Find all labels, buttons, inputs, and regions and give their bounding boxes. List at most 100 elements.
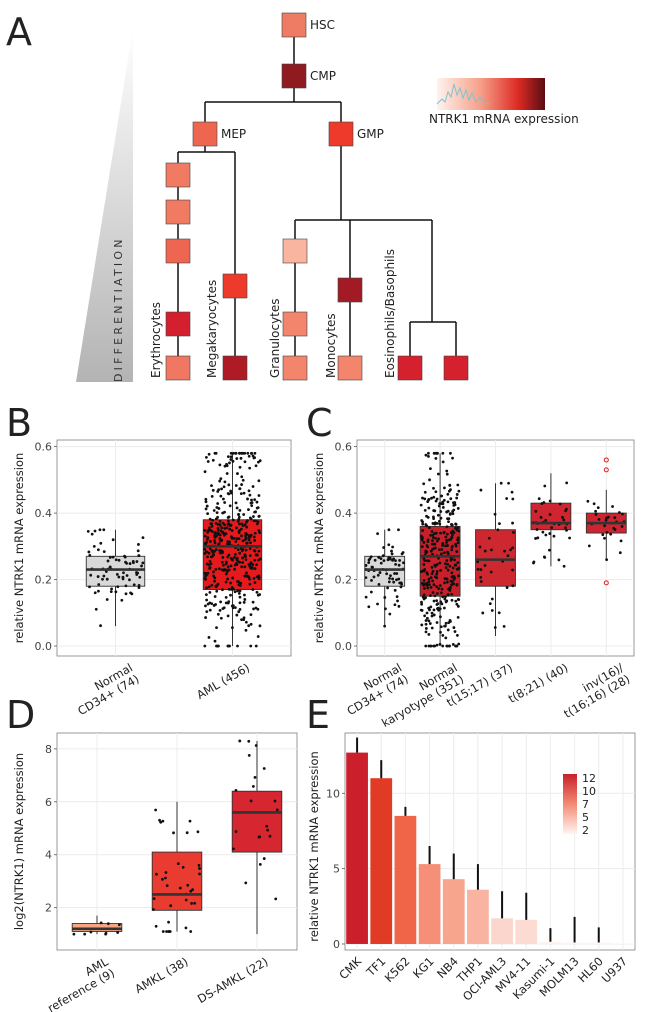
data-point <box>229 523 233 527</box>
data-point <box>229 489 233 493</box>
data-point <box>249 533 253 537</box>
data-point <box>450 533 454 537</box>
data-point <box>388 577 391 580</box>
data-point <box>422 563 426 566</box>
data-point <box>243 593 246 597</box>
data-point <box>456 538 460 541</box>
data-point <box>423 614 427 618</box>
data-point <box>507 481 510 485</box>
data-point <box>255 506 259 510</box>
data-point <box>111 538 115 542</box>
data-point <box>450 571 454 575</box>
data-point <box>220 487 223 491</box>
data-point <box>440 548 444 551</box>
x-tick-label: U937 <box>599 954 630 985</box>
data-point <box>377 583 381 586</box>
data-point <box>229 451 233 455</box>
chart-b: 0.0 0.2 0.4 0.6 relative NTRK1 mRNA expressi… <box>12 439 292 718</box>
tree-node-label: MEP <box>221 127 246 141</box>
data-point <box>249 622 253 626</box>
data-point <box>367 561 371 565</box>
data-point <box>137 554 141 558</box>
data-point <box>93 591 97 595</box>
data-point <box>97 589 100 593</box>
data-point <box>227 568 231 572</box>
tree-node-cell-4 <box>165 162 191 188</box>
data-point <box>212 509 216 512</box>
data-point <box>445 580 449 584</box>
data-point <box>219 477 223 481</box>
bar <box>587 942 610 944</box>
data-point <box>152 897 156 901</box>
data-point <box>94 607 98 611</box>
data-point <box>432 536 435 540</box>
panel-letter-a: A <box>6 10 32 54</box>
data-point <box>493 626 497 629</box>
data-point <box>251 485 255 488</box>
data-point <box>206 538 209 541</box>
data-point <box>561 515 564 519</box>
data-point <box>243 598 247 601</box>
data-point <box>370 578 373 582</box>
data-point <box>496 528 500 532</box>
data-point <box>245 525 249 529</box>
data-point <box>232 536 236 540</box>
x-tick-label-line: t(8;21) (40) <box>506 660 571 705</box>
data-point <box>246 451 250 455</box>
data-point <box>244 532 248 535</box>
data-point <box>234 501 238 505</box>
box <box>231 790 283 853</box>
data-point <box>249 566 253 570</box>
data-point <box>218 537 222 540</box>
data-point <box>196 830 200 834</box>
data-point <box>128 578 131 582</box>
data-point <box>548 513 552 516</box>
data-point <box>483 564 487 567</box>
data-point <box>394 559 397 562</box>
data-point <box>387 543 391 547</box>
data-point <box>254 553 258 557</box>
data-point <box>448 483 452 487</box>
data-point <box>428 608 431 612</box>
data-point <box>446 592 450 596</box>
data-point <box>446 568 450 572</box>
data-point <box>427 577 431 581</box>
data-point <box>437 519 441 523</box>
data-point <box>493 512 497 516</box>
data-point <box>447 520 450 524</box>
data-point <box>205 598 209 602</box>
data-point <box>443 562 447 566</box>
data-point <box>383 596 387 599</box>
data-point <box>221 556 225 559</box>
data-point <box>253 567 257 571</box>
panel-letter-b: B <box>6 401 32 445</box>
data-point <box>186 883 190 887</box>
data-point <box>434 546 437 550</box>
data-point <box>141 536 145 539</box>
data-point <box>254 744 258 747</box>
data-point <box>238 560 242 564</box>
data-point <box>455 644 459 648</box>
data-point <box>511 546 515 550</box>
data-point <box>601 533 605 537</box>
data-point <box>226 614 230 618</box>
data-point <box>455 634 459 637</box>
data-point <box>444 535 448 539</box>
data-point <box>231 604 235 608</box>
data-point <box>376 602 379 606</box>
panel-letter-c: C <box>306 401 333 445</box>
data-point <box>437 537 440 541</box>
data-point <box>238 608 242 611</box>
data-point <box>238 584 242 587</box>
data-point <box>236 589 240 593</box>
data-point <box>244 520 248 524</box>
data-point <box>244 536 248 540</box>
bar <box>394 815 417 944</box>
bar <box>515 919 538 944</box>
data-point <box>212 570 215 574</box>
data-point <box>450 536 454 540</box>
data-point <box>217 567 221 571</box>
colorbar-tick-label: 7 <box>582 798 589 811</box>
data-point <box>115 573 119 576</box>
data-point <box>251 784 255 788</box>
